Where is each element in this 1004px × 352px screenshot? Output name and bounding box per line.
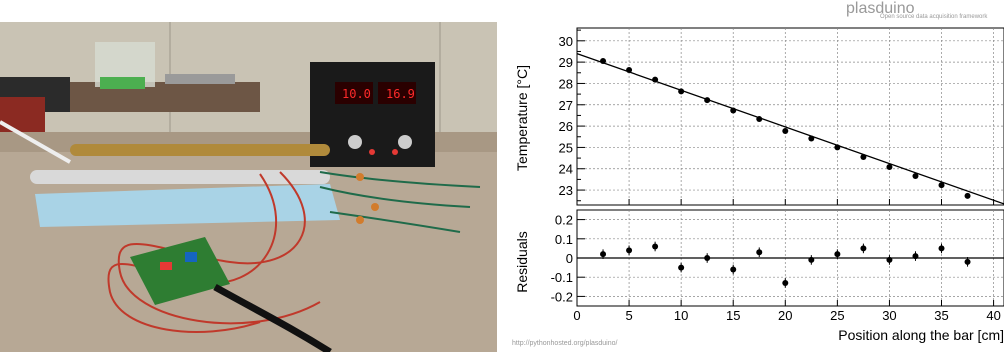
residual-point [834,251,841,258]
data-point [704,97,711,104]
residual-point [808,256,815,263]
data-point [938,182,945,189]
display-left: 10.0 [342,87,371,101]
y-tick-label: 30 [559,34,573,49]
y-tick-label: 25 [559,140,573,155]
x-tick-label: 20 [778,308,792,323]
y-tick-label: 0 [566,251,573,266]
y-axis-label-temperature: Temperature [°C] [514,65,530,171]
main-frame [576,27,1004,206]
data-point [808,135,815,142]
fit-line [576,52,1004,205]
x-tick-label: 25 [830,308,844,323]
y-tick-label: 23 [559,183,573,198]
residual-point [626,247,633,254]
x-tick-label: 15 [726,308,740,323]
x-tick-label: 10 [674,308,688,323]
temperature-plot: 23 24 25 26 27 28 29 30 0 5 10 15 20 25 30 35 40 -0.2 -0.… [514,27,1004,343]
y-axis-label-residuals: Residuals [514,231,530,292]
y-tick-label: 24 [559,162,573,177]
data-point [756,116,763,123]
residual-point [964,258,971,265]
y-tick-label: 0.1 [555,232,573,247]
footer-url: http://pythonhosted.org/plasduino/ [512,340,618,347]
data-point [964,192,971,199]
data-point [626,67,633,74]
data-point [600,58,607,65]
x-tick-label: 35 [934,308,948,323]
data-point [860,154,867,161]
data-point [834,144,841,151]
x-axis-label: Position along the bar [cm] [838,327,1004,343]
data-point [652,76,659,83]
brand-tagline: Open source data acquisition framework [880,14,988,20]
y-tick-label: 29 [559,55,573,70]
x-tick-label: 5 [625,308,632,323]
y-tick-label: 26 [559,119,573,134]
display-right: 16.9 [386,87,415,101]
main-panel: 23 24 25 26 27 28 29 30 [559,27,1004,206]
brand-name: plasduino [846,0,915,17]
residual-point [886,256,893,263]
data-point [886,164,893,171]
residuals-panel: 0 5 10 15 20 25 30 35 40 -0.2 -0.1 0 0.1 0.2 [551,209,1004,323]
residual-point [756,249,763,256]
y-tick-label: -0.1 [551,270,573,285]
residual-point [678,264,685,271]
data-point [912,172,919,179]
y-tick-label: 0.2 [555,213,573,228]
data-point [678,88,685,95]
y-tick-label: 27 [559,98,573,113]
x-tick-label: 30 [882,308,896,323]
data-point [730,107,737,114]
data-point [782,128,789,135]
y-tick-label: -0.2 [551,289,573,304]
x-tick-label: 40 [986,308,1000,323]
residual-point [704,255,711,261]
residual-point [782,279,789,286]
residual-point [652,243,659,250]
residual-point [938,245,945,252]
y-tick-label: 28 [559,76,573,91]
residual-point [912,253,919,260]
residual-point [730,266,737,273]
residual-point [860,245,867,252]
lab-setup-photo: 10.0 16.9 [0,22,497,352]
x-tick-label: 0 [573,308,580,323]
residual-point [600,251,607,258]
